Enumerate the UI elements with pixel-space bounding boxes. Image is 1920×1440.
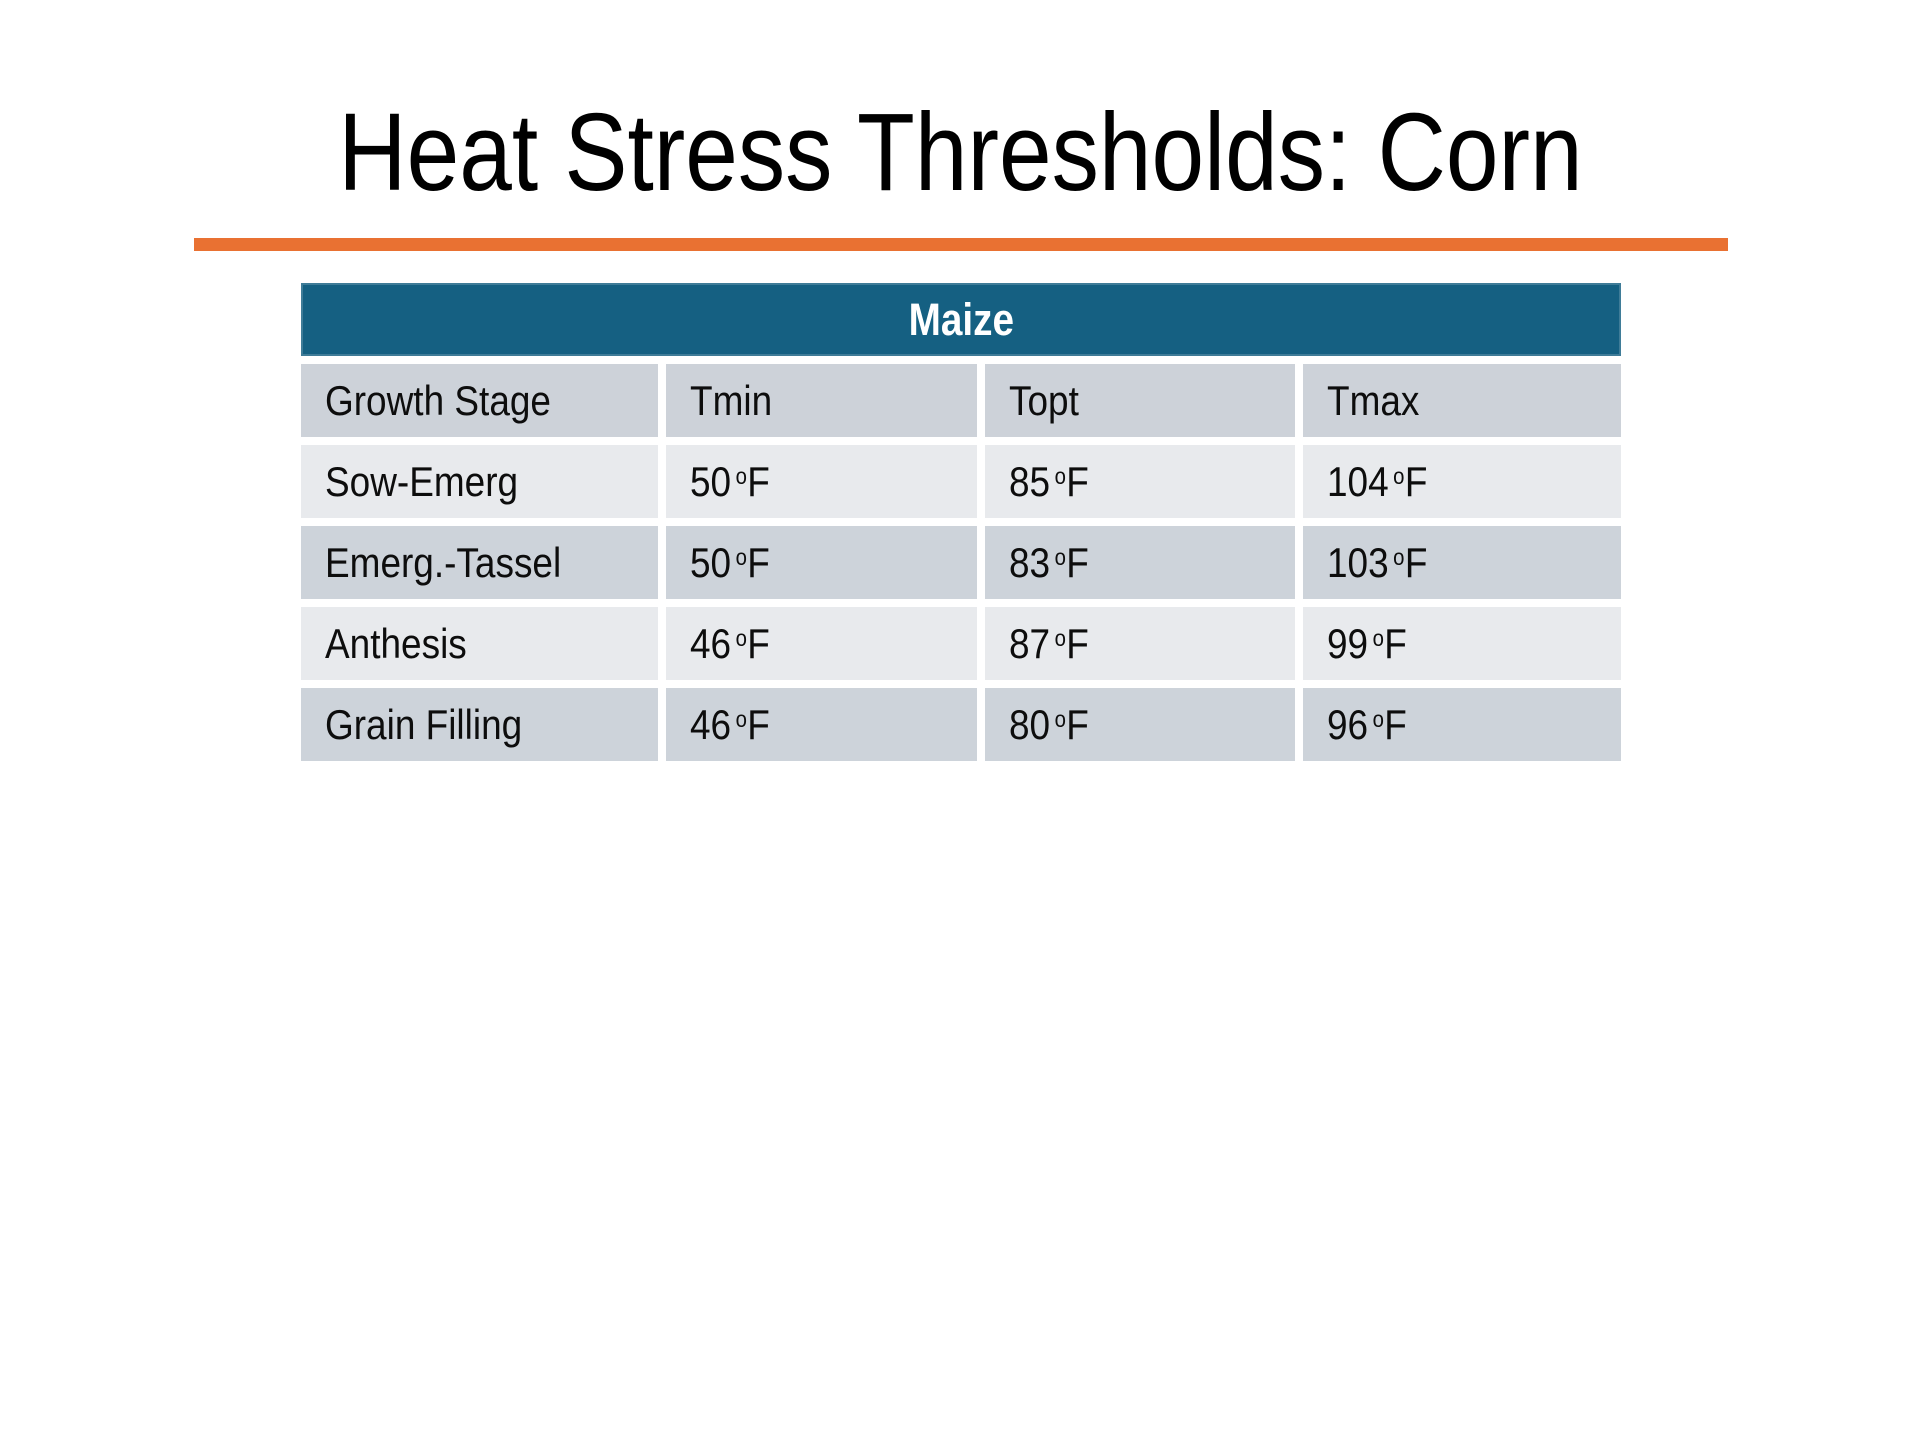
stage-cell: Grain Filling <box>301 688 658 761</box>
tmax-cell: 99 oF <box>1303 607 1621 680</box>
degree-symbol: o <box>1054 462 1066 489</box>
tmin-cell: 46 oF <box>666 607 977 680</box>
topt-cell: 80 oF <box>985 688 1295 761</box>
column-header-growth-stage: Growth Stage <box>301 364 658 437</box>
table-title-banner: Maize <box>301 283 1621 356</box>
page-title-text: Heat Stress Thresholds: Corn <box>337 91 1583 214</box>
stage-cell: Sow-Emerg <box>301 445 658 518</box>
stage-cell: Anthesis <box>301 607 658 680</box>
column-header-tmax: Tmax <box>1303 364 1621 437</box>
degree-symbol: o <box>1054 624 1066 651</box>
title-accent-rule <box>194 238 1728 251</box>
page-title: Heat Stress Thresholds: Corn <box>0 78 1920 228</box>
topt-cell: 87 oF <box>985 607 1295 680</box>
degree-symbol: o <box>735 462 747 489</box>
degree-symbol: o <box>1393 462 1405 489</box>
degree-symbol: o <box>1054 705 1066 732</box>
column-header-topt: Topt <box>985 364 1295 437</box>
degree-symbol: o <box>735 543 747 570</box>
degree-symbol: o <box>1054 543 1066 570</box>
tmin-cell: 50 oF <box>666 445 977 518</box>
stage-cell: Emerg.-Tassel <box>301 526 658 599</box>
tmin-cell: 46 oF <box>666 688 977 761</box>
tmax-cell: 103 oF <box>1303 526 1621 599</box>
tmax-cell: 104 oF <box>1303 445 1621 518</box>
tmax-cell: 96 oF <box>1303 688 1621 761</box>
degree-symbol: o <box>1393 543 1405 570</box>
degree-symbol: o <box>1372 705 1384 732</box>
table-grid: Growth Stage Tmin Topt Tmax Sow-Emerg 50… <box>301 364 1621 761</box>
maize-table: Maize Growth Stage Tmin Topt Tmax Sow-Em… <box>301 283 1621 761</box>
tmin-cell: 50 oF <box>666 526 977 599</box>
topt-cell: 85 oF <box>985 445 1295 518</box>
degree-symbol: o <box>735 624 747 651</box>
topt-cell: 83 oF <box>985 526 1295 599</box>
degree-symbol: o <box>1372 624 1384 651</box>
degree-symbol: o <box>735 705 747 732</box>
column-header-tmin: Tmin <box>666 364 977 437</box>
table-title-text: Maize <box>908 293 1014 345</box>
